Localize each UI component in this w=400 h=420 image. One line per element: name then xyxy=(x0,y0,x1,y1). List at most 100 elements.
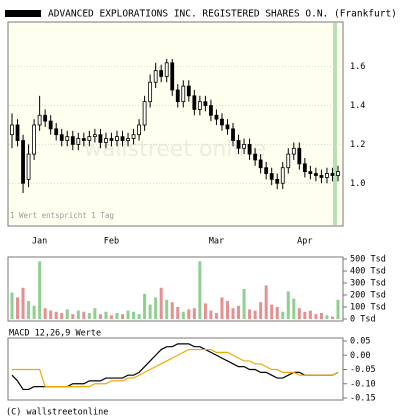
candle-body xyxy=(291,147,296,155)
y-tick-label: 1.4 xyxy=(350,101,365,111)
volume-bar xyxy=(76,310,80,319)
candle-body xyxy=(308,171,313,174)
y-tick-label: 0.05 xyxy=(350,337,370,347)
x-tick-label: Apr xyxy=(297,237,312,247)
y-tick-label: 100 Tsd xyxy=(350,303,386,313)
footer: (C) wallstreetonline xyxy=(6,408,108,418)
volume-bar xyxy=(109,315,113,319)
candle-body xyxy=(142,101,147,126)
candle-body xyxy=(330,173,335,176)
candle-body xyxy=(236,140,241,149)
volume-bar xyxy=(49,310,53,319)
volume-bar xyxy=(264,285,268,319)
y-tick-label: -0.15 xyxy=(350,394,376,404)
candle-body xyxy=(336,171,340,176)
volume-bar xyxy=(38,261,42,319)
price-panel xyxy=(7,21,344,227)
candle-body xyxy=(126,138,130,141)
volume-bar xyxy=(330,316,334,319)
legend-marker xyxy=(5,10,41,17)
volume-bar xyxy=(93,308,97,319)
candle-body xyxy=(325,173,329,178)
candle-body xyxy=(175,89,180,103)
volume-bar xyxy=(43,308,47,319)
candle-body xyxy=(59,134,64,141)
candle-body xyxy=(37,114,42,126)
annotation: 1 Wert entspricht 1 Tag xyxy=(10,211,114,220)
volume-bar xyxy=(336,299,340,319)
candle-body xyxy=(242,143,246,149)
candle-body xyxy=(264,167,269,174)
y-tick-label: -0.10 xyxy=(350,379,376,389)
volume-bar xyxy=(209,310,213,319)
volume-bar xyxy=(21,287,25,319)
candle-body xyxy=(26,153,31,180)
volume-bar xyxy=(192,308,196,319)
candle-body xyxy=(104,138,108,143)
candle-body xyxy=(109,138,114,141)
volume-bar xyxy=(137,314,141,319)
volume-bar xyxy=(121,314,125,319)
candle-body xyxy=(70,136,75,145)
y-tick-label: -0.05 xyxy=(350,365,376,375)
volume-bar xyxy=(203,303,207,319)
candle-body xyxy=(247,143,252,155)
candle-body xyxy=(153,70,158,83)
candle-body xyxy=(275,178,280,184)
volume-bar xyxy=(154,297,158,319)
candle-body xyxy=(131,134,136,139)
candle-body xyxy=(269,173,274,180)
volume-bar xyxy=(82,311,86,319)
candle-body xyxy=(297,147,302,165)
volume-bar xyxy=(319,313,323,319)
candle-body xyxy=(115,136,119,141)
x-tick-label: Jan xyxy=(32,237,47,247)
volume-bar xyxy=(16,297,20,319)
volume-bar xyxy=(242,289,246,319)
volume-bar xyxy=(98,314,102,319)
x-tick-label: Feb xyxy=(104,237,119,247)
volume-bar xyxy=(286,291,290,319)
y-tick-label: 300 Tsd xyxy=(350,279,386,289)
watermark: wallstreet online xyxy=(84,137,266,162)
volume-bar xyxy=(159,287,163,319)
candle-body xyxy=(10,124,14,136)
candle-body xyxy=(21,140,25,184)
volume-bar xyxy=(187,309,191,319)
y-tick-label: 400 Tsd xyxy=(350,267,386,277)
volume-bar xyxy=(281,311,285,319)
candle-body xyxy=(48,120,53,130)
candle-body xyxy=(32,124,37,155)
volume-bar xyxy=(248,309,252,319)
candle-body xyxy=(76,138,81,145)
volume-bar xyxy=(198,261,202,319)
macd-title: MACD 12,26,9 Werte xyxy=(9,329,101,339)
volume-bar xyxy=(237,305,241,319)
candle-body xyxy=(280,167,285,184)
candle-body xyxy=(98,134,103,143)
y-tick-label: 1.2 xyxy=(350,140,365,150)
volume-bar xyxy=(181,311,185,319)
candle-body xyxy=(92,134,97,138)
volume-bar xyxy=(143,293,147,319)
volume-bar xyxy=(308,310,312,319)
candle-body xyxy=(148,81,153,103)
candle-body xyxy=(313,173,318,176)
candle-body xyxy=(137,124,141,136)
y-tick-label: 1.6 xyxy=(350,62,365,72)
candle-body xyxy=(286,153,291,169)
volume-bar xyxy=(87,313,91,319)
y-tick-label: 1.0 xyxy=(350,179,365,189)
chart-title: ADVANCED EXPLORATIONS INC. REGISTERED SH… xyxy=(48,9,397,20)
candle-body xyxy=(54,128,59,136)
candle-body xyxy=(192,95,197,110)
candle-body xyxy=(15,124,20,141)
volume-bar xyxy=(270,304,274,319)
candle-body xyxy=(319,175,324,178)
volume-bar xyxy=(275,307,279,319)
x-tick-label: Mar xyxy=(209,237,224,247)
y-tick-label: 0 Tsd xyxy=(350,315,376,325)
volume-bar xyxy=(325,315,329,319)
volume-bar xyxy=(214,313,218,319)
